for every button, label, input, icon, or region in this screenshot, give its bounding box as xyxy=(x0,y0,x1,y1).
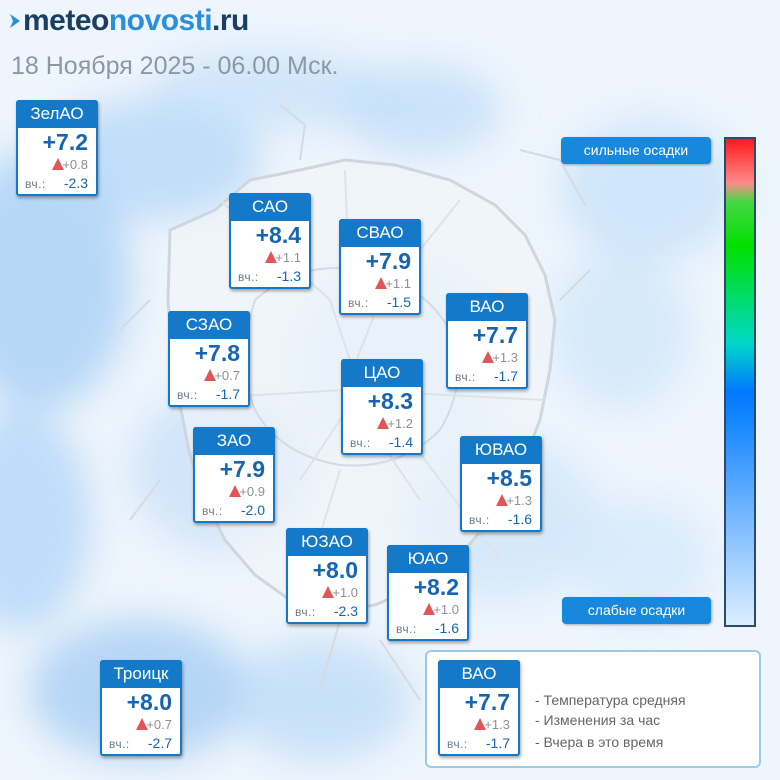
legend-hourly-change: - Изменения за час xyxy=(535,712,661,728)
legend-sample-card: ВАО +7.7 +1.3 вч.: -1.7 xyxy=(438,660,520,756)
site-logo[interactable]: meteonovosti.ru xyxy=(10,4,249,38)
yesterday-temperature: -1.7 xyxy=(215,386,240,402)
district-card-zao: ЗАО +7.9 +0.9 вч.: -2.0 xyxy=(193,427,275,523)
hourly-change: +1.3 xyxy=(506,493,532,508)
district-card-svao: СВАО +7.9 +1.1 вч.: -1.5 xyxy=(339,219,421,315)
change-arrow-icon xyxy=(377,417,389,429)
district-name: САО xyxy=(229,193,311,221)
hourly-change: +1.0 xyxy=(433,602,459,617)
change-arrow-icon xyxy=(204,369,216,381)
yesterday-temperature: -2.0 xyxy=(240,502,265,518)
district-name: СЗАО xyxy=(168,311,250,339)
yesterday-temperature: -2.7 xyxy=(147,735,172,751)
average-temperature: +7.8 xyxy=(194,340,240,366)
logo-chevron-icon xyxy=(10,14,20,28)
change-arrow-icon xyxy=(496,494,508,506)
yesterday-label: вч.: xyxy=(177,388,198,402)
date-time-line: 18 Ноября 2025 - 06.00 Мск. xyxy=(11,52,339,80)
district-card-vao: ВАО +7.7 +1.3 вч.: -1.7 xyxy=(446,293,528,389)
average-temperature: +7.7 xyxy=(472,322,518,348)
hourly-change: +0.7 xyxy=(146,717,172,732)
yesterday-temperature: -1.3 xyxy=(276,268,301,284)
average-temperature: +7.9 xyxy=(219,456,265,482)
yesterday-label: вч.: xyxy=(238,270,259,284)
change-arrow-icon xyxy=(482,351,494,363)
change-arrow-icon xyxy=(136,718,148,730)
hourly-change: +1.2 xyxy=(387,416,413,431)
yesterday-label: вч.: xyxy=(202,504,223,518)
yesterday-label: вч.: xyxy=(295,605,316,619)
yesterday-label: вч.: xyxy=(469,513,490,527)
legend-yesterday: - Вчера в это время xyxy=(535,734,664,750)
change-arrow-icon xyxy=(423,603,435,615)
precipitation-scale-bar xyxy=(724,137,756,627)
legend: ВАО +7.7 +1.3 вч.: -1.7 - Температура ср… xyxy=(425,650,761,768)
hourly-change: +1.1 xyxy=(385,276,411,291)
district-card-yuvao: ЮВАО +8.5 +1.3 вч.: -1.6 xyxy=(460,436,542,532)
yesterday-temperature: -1.6 xyxy=(434,620,459,636)
district-name: ЮАО xyxy=(387,545,469,573)
yesterday-label: вч.: xyxy=(447,737,468,751)
yesterday-label: вч.: xyxy=(350,436,371,450)
yesterday-temperature: -1.5 xyxy=(386,294,411,310)
yesterday-temperature: -1.7 xyxy=(493,368,518,384)
yesterday-temperature: -2.3 xyxy=(333,603,358,619)
change-arrow-icon xyxy=(474,718,486,730)
change-arrow-icon xyxy=(229,485,241,497)
district-name: ЗелАО xyxy=(16,100,98,128)
hourly-change: +0.8 xyxy=(62,157,88,172)
hourly-change: +1.0 xyxy=(332,585,358,600)
yesterday-temperature: -2.3 xyxy=(63,175,88,191)
logo-part-novosti: novosti xyxy=(108,4,213,37)
heavy-precipitation-label: сильные осадки xyxy=(561,137,711,164)
light-precipitation-label: слабые осадки xyxy=(562,597,711,624)
district-card-szao: СЗАО +7.8 +0.7 вч.: -1.7 xyxy=(168,311,250,407)
average-temperature: +8.0 xyxy=(312,557,358,583)
hourly-change: +0.7 xyxy=(214,368,240,383)
district-card-tsao: ЦАО +8.3 +1.2 вч.: -1.4 xyxy=(341,359,423,455)
district-card-zelao: ЗелАО +7.2 +0.8 вч.: -2.3 xyxy=(16,100,98,196)
average-temperature: +7.7 xyxy=(464,689,510,715)
logo-part-domain: .ru xyxy=(212,4,249,37)
yesterday-temperature: -1.6 xyxy=(507,511,532,527)
average-temperature: +7.2 xyxy=(42,129,88,155)
district-card-yuzao: ЮЗАО +8.0 +1.0 вч.: -2.3 xyxy=(286,528,368,624)
logo-part-meteo: meteo xyxy=(23,4,109,37)
average-temperature: +8.0 xyxy=(126,689,172,715)
change-arrow-icon xyxy=(52,158,64,170)
district-name: Троицк xyxy=(100,660,182,688)
change-arrow-icon xyxy=(265,251,277,263)
legend-average-temperature: - Температура средняя xyxy=(535,692,686,708)
change-arrow-icon xyxy=(322,586,334,598)
district-name: СВАО xyxy=(339,219,421,247)
district-name: ЮВАО xyxy=(460,436,542,464)
change-arrow-icon xyxy=(375,277,387,289)
district-name: ВАО xyxy=(438,660,520,688)
average-temperature: +8.3 xyxy=(367,388,413,414)
district-name: ЦАО xyxy=(341,359,423,387)
average-temperature: +8.2 xyxy=(413,574,459,600)
hourly-change: +1.1 xyxy=(275,250,301,265)
yesterday-label: вч.: xyxy=(455,370,476,384)
district-card-yuao: ЮАО +8.2 +1.0 вч.: -1.6 xyxy=(387,545,469,641)
average-temperature: +8.4 xyxy=(255,222,301,248)
average-temperature: +7.9 xyxy=(365,248,411,274)
yesterday-label: вч.: xyxy=(109,737,130,751)
yesterday-temperature: -1.4 xyxy=(388,434,413,450)
yesterday-label: вч.: xyxy=(396,622,417,636)
average-temperature: +8.5 xyxy=(486,465,532,491)
district-name: ЮЗАО xyxy=(286,528,368,556)
hourly-change: +0.9 xyxy=(239,484,265,499)
hourly-change: +1.3 xyxy=(492,350,518,365)
district-name: ЗАО xyxy=(193,427,275,455)
hourly-change: +1.3 xyxy=(484,717,510,732)
district-card-sao: САО +8.4 +1.1 вч.: -1.3 xyxy=(229,193,311,289)
yesterday-temperature: -1.7 xyxy=(485,735,510,751)
district-name: ВАО xyxy=(446,293,528,321)
yesterday-label: вч.: xyxy=(25,177,46,191)
district-card-troitsk: Троицк +8.0 +0.7 вч.: -2.7 xyxy=(100,660,182,756)
yesterday-label: вч.: xyxy=(348,296,369,310)
